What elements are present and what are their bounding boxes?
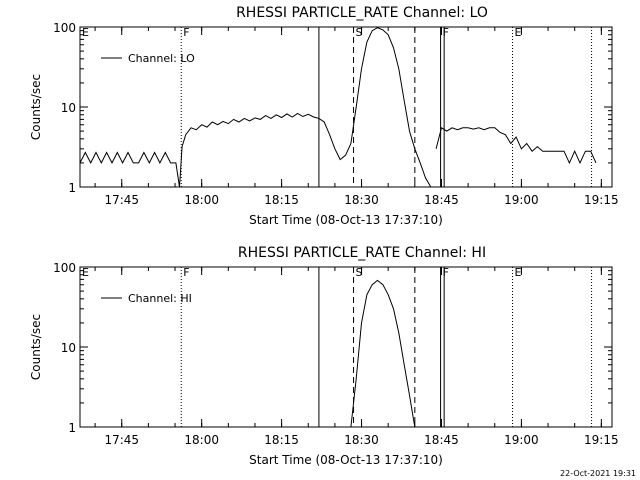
y-tick-label: 10 xyxy=(61,341,76,355)
y-axis-label-hi: Counts/sec xyxy=(29,314,43,380)
event-marker-label: E xyxy=(515,266,522,279)
series-line xyxy=(79,27,432,188)
event-marker-label: S xyxy=(356,26,363,39)
event-marker-label: F xyxy=(443,26,449,39)
x-tick-label: 17:45 xyxy=(104,433,139,447)
legend-label: Channel: LO xyxy=(128,52,195,65)
x-axis-label-lo: Start Time (08-Oct-13 17:37:10) xyxy=(249,213,443,227)
y-axis-label-lo: Counts/sec xyxy=(29,74,43,140)
y-tick-label: 1 xyxy=(68,181,76,195)
y-tick-label: 10 xyxy=(61,101,76,115)
y-tick-label: 100 xyxy=(53,21,76,35)
x-tick-label: 19:15 xyxy=(584,193,619,207)
x-tick-label: 18:00 xyxy=(184,193,219,207)
chart-title-lo: RHESSI PARTICLE_RATE Channel: LO xyxy=(236,5,488,21)
footer-timestamp: 22-Oct-2021 19:31 xyxy=(560,469,636,478)
series-line xyxy=(435,127,597,165)
event-marker-label: F xyxy=(443,266,449,279)
y-tick-label: 1 xyxy=(68,421,76,435)
x-tick-label: 18:00 xyxy=(184,433,219,447)
x-tick-label: 18:15 xyxy=(264,193,299,207)
x-tick-label: 18:30 xyxy=(344,193,379,207)
x-tick-label: 17:45 xyxy=(104,193,139,207)
x-tick-label: 18:45 xyxy=(424,433,459,447)
lo-channel-panel: RHESSI PARTICLE_RATE Channel: LO Start T… xyxy=(29,5,619,227)
event-marker-label: F xyxy=(183,266,189,279)
x-tick-label: 19:00 xyxy=(504,193,539,207)
x-tick-label: 19:00 xyxy=(504,433,539,447)
event-marker-label: S xyxy=(356,266,363,279)
y-tick-label: 100 xyxy=(53,261,76,275)
series-line xyxy=(350,279,416,428)
x-tick-label: 18:30 xyxy=(344,433,379,447)
x-tick-label: 18:45 xyxy=(424,193,459,207)
hi-channel-panel: RHESSI PARTICLE_RATE Channel: HI Start T… xyxy=(29,245,619,467)
event-marker-label: E xyxy=(515,26,522,39)
x-axis-label-hi: Start Time (08-Oct-13 17:37:10) xyxy=(249,453,443,467)
chart-title-hi: RHESSI PARTICLE_RATE Channel: HI xyxy=(238,245,486,261)
event-marker-label: E xyxy=(82,26,89,39)
legend-label: Channel: HI xyxy=(128,292,192,305)
event-marker-label: E xyxy=(82,266,89,279)
x-tick-label: 19:15 xyxy=(584,433,619,447)
x-tick-label: 18:15 xyxy=(264,433,299,447)
event-marker-label: F xyxy=(183,26,189,39)
